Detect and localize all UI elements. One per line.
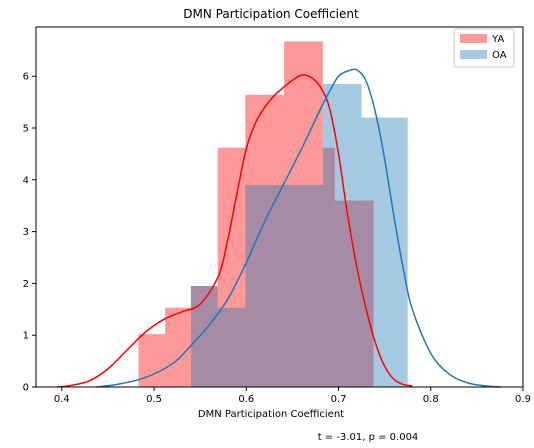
x-tick-label: 0.7 [331,394,347,405]
y-tick-label: 5 [23,124,29,135]
legend-swatch-oa [460,50,487,59]
stat-annotation: t = -3.01, p = 0.004 [318,432,419,443]
series-ya-bars [138,41,374,388]
bar-ya-7 [334,200,374,387]
x-tick-label: 0.4 [54,394,70,405]
kde-line-ya [57,74,413,388]
chart-title: DMN Participation Coefficient [183,7,359,21]
bar-oa-0 [190,285,218,387]
x-tick-label: 0.6 [238,394,254,405]
x-tick-label: 0.8 [423,394,439,405]
y-tick-label: 6 [23,72,29,83]
kde-line-oa [95,68,501,388]
y-tick-label: 4 [23,175,29,186]
x-tick-label: 0.9 [515,394,531,405]
bar-oa-5 [334,83,362,387]
bar-ya-5 [284,41,323,387]
bar-ya-3 [217,147,246,387]
legend-label-ya: YA [491,34,504,45]
legend: YA OA [453,28,515,68]
plot-area [57,41,501,388]
x-axis-label: DMN Participation Coefficient [198,409,344,420]
y-tick-label: 3 [23,227,29,238]
legend-box [453,28,515,68]
axes: 0.4 0.5 0.6 0.7 0.8 0.9 0 1 2 3 4 5 6 [23,26,531,405]
bar-ya-2 [190,285,218,387]
x-tick-label: 0.5 [146,394,162,405]
bar-oa-6 [361,117,374,387]
bar-ya-4 [245,94,285,388]
y-tick-label: 1 [23,331,29,342]
bar-ya-6 [322,147,335,387]
y-tick-label: 2 [23,279,29,290]
bar-oa-7 [373,117,408,387]
bar-oa-3 [284,184,323,387]
bar-ya-1 [165,307,191,387]
legend-label-oa: OA [492,50,507,61]
bar-oa-2 [245,184,285,387]
y-tick-label: 0 [23,383,29,394]
bar-oa-1 [217,307,246,387]
axes-frame [35,26,524,388]
bar-oa-4 [322,83,335,387]
legend-swatch-ya [460,34,487,43]
series-oa-bars [190,83,408,387]
